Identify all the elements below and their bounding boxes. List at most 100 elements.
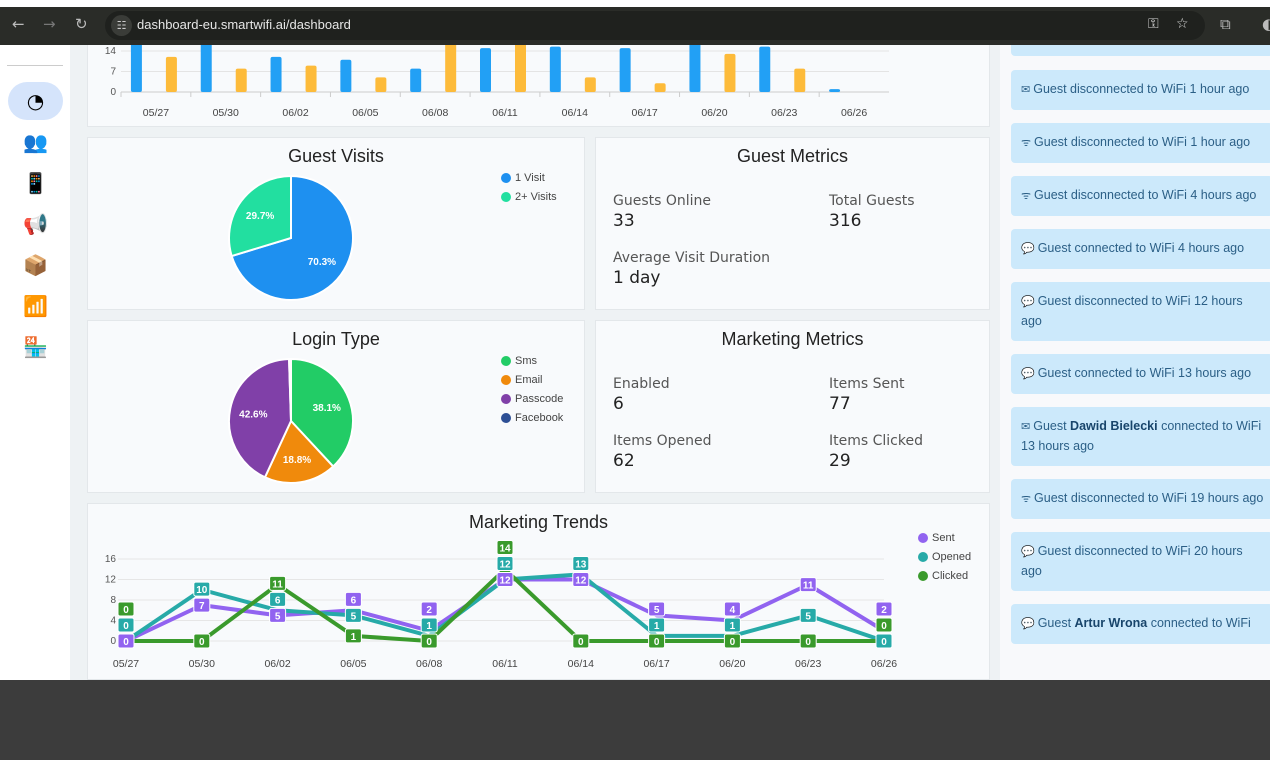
legend-swatch xyxy=(501,172,511,183)
feed-item[interactable]: 💬 Guest connected to WiFi 13 hours ago xyxy=(1011,354,1270,394)
sidebar-item-marketing[interactable]: 📢 xyxy=(8,205,63,243)
extensions-icon[interactable]: ⧉ xyxy=(1220,15,1231,33)
chat-icon: 💬 xyxy=(1021,243,1035,255)
feed-item[interactable]: 💬 Guest connected to WiFi 4 hours ago xyxy=(1011,229,1270,269)
pie-slice xyxy=(228,174,292,258)
back-icon[interactable]: ← xyxy=(12,15,25,33)
login-type-title: Login Type xyxy=(292,329,380,349)
guest-name[interactable]: Dawid Bielecki xyxy=(1070,419,1158,433)
legend-item[interactable]: Opened xyxy=(918,547,971,566)
data-label: 0 xyxy=(426,637,432,648)
data-point xyxy=(269,591,287,607)
sidebar-item-products[interactable]: 📦 xyxy=(8,246,63,284)
bar xyxy=(165,56,177,92)
data-point xyxy=(648,633,666,649)
data-label: 0 xyxy=(123,637,129,648)
chat-icon: 💬 xyxy=(1021,368,1035,380)
wifi-icon: ᯤ xyxy=(1021,493,1032,505)
x-tick-label: 06/02 xyxy=(264,658,290,670)
wifi-icon: ᯤ xyxy=(1021,190,1032,202)
data-label: 0 xyxy=(578,637,584,648)
sidebar-item-dashboard[interactable]: ◔ xyxy=(8,82,63,120)
x-tick-label: 05/30 xyxy=(213,107,239,119)
url-text[interactable]: dashboard-eu.smartwifi.ai/dashboard xyxy=(137,17,351,32)
feed-item[interactable]: 💬 Guest disconnected to WiFi 20 hours ago xyxy=(1011,532,1270,591)
bar xyxy=(480,48,491,92)
pie-value-label: 42.6% xyxy=(239,409,267,420)
feed-item[interactable]: ᯤ Guest disconnected to WiFi 4 hours ago xyxy=(1011,176,1270,216)
activity-feed[interactable]: ✉ Guest disconnected to WiFi 1 hour ago ᯤ G… xyxy=(1000,45,1270,680)
reload-icon[interactable]: ↻ xyxy=(75,15,88,33)
feed-item[interactable]: ᯤ Guest disconnected to WiFi 19 hours ago xyxy=(1011,479,1270,519)
pie-slice xyxy=(228,357,293,479)
bar xyxy=(235,68,247,92)
data-point xyxy=(420,601,438,617)
data-point xyxy=(193,597,211,613)
feed-item[interactable]: ᯤ Guest disconnected to WiFi 1 hour ago xyxy=(1011,123,1270,163)
bar xyxy=(200,45,212,92)
data-point xyxy=(344,607,362,623)
sidebar-item-portal[interactable]: 📱 xyxy=(8,164,63,202)
data-label: 14 xyxy=(499,544,511,555)
bar xyxy=(829,89,841,92)
data-point xyxy=(799,577,817,593)
data-label: 12 xyxy=(575,576,587,587)
sidebar-item-guests[interactable]: 👥 xyxy=(8,123,63,161)
data-label: 2 xyxy=(881,605,887,616)
data-label: 0 xyxy=(881,637,887,648)
data-label: 10 xyxy=(196,585,208,596)
legend-item[interactable]: Email xyxy=(501,370,563,389)
legend-swatch xyxy=(918,532,928,543)
site-settings-icon[interactable]: ☷ xyxy=(111,15,132,36)
window-top-strip xyxy=(0,0,1270,7)
data-point xyxy=(269,607,287,623)
legend-swatch xyxy=(501,393,511,404)
data-label: 0 xyxy=(805,637,811,648)
y-tick-label: 12 xyxy=(105,575,117,586)
legend-item[interactable]: 1 Visit xyxy=(501,168,557,187)
feed-text: Guest disconnected to WiFi 20 hours ago xyxy=(1021,544,1243,578)
address-bar[interactable]: ☷ dashboard-eu.smartwifi.ai/dashboard ⚿ … xyxy=(105,11,1205,40)
legend-item[interactable]: Sent xyxy=(918,528,971,547)
feed-item[interactable]: 💬 Guest disconnected to WiFi 12 hours ago xyxy=(1011,282,1270,341)
legend-item[interactable]: 2+ Visits xyxy=(501,187,557,206)
data-label: 4 xyxy=(730,605,736,616)
bar xyxy=(340,59,352,92)
y-tick-label: 4 xyxy=(110,616,116,627)
mail-icon: ✉ xyxy=(1021,84,1031,96)
bar xyxy=(445,45,457,92)
feed-item[interactable]: ✉ Guest disconnected to WiFi 1 hour ago xyxy=(1011,70,1270,110)
legend-item[interactable]: Passcode xyxy=(501,389,563,408)
sidebar-item-wifi-settings[interactable]: 📶 xyxy=(8,287,63,325)
guest-name[interactable]: Artur Wrona xyxy=(1074,616,1148,630)
profile-icon[interactable]: ◐ xyxy=(1262,15,1270,33)
x-tick-label: 05/27 xyxy=(113,658,139,670)
data-label: 1 xyxy=(426,621,432,632)
data-point xyxy=(799,633,817,649)
sidebar-item-venue-info[interactable]: 🏪 xyxy=(8,328,63,366)
feed-item[interactable]: 💬 Guest Artur Wrona connected to WiFi xyxy=(1011,604,1270,644)
legend-item[interactable]: Clicked xyxy=(918,566,971,585)
bar xyxy=(515,45,526,92)
metric-value: 62 xyxy=(613,451,635,471)
password-key-icon[interactable]: ⚿ xyxy=(1148,16,1159,32)
feed-text: Guest connected to WiFi 4 hours ago xyxy=(1037,241,1245,255)
legend-item[interactable]: Facebook xyxy=(501,408,563,427)
guest-metrics-title: Guest Metrics xyxy=(736,146,849,166)
x-tick-label: 06/23 xyxy=(795,658,821,670)
enabled-metric: Enabled 6 xyxy=(613,376,670,414)
data-label: 5 xyxy=(805,611,811,622)
bookmark-star-icon[interactable]: ☆ xyxy=(1176,16,1189,32)
y-tick-label: 0 xyxy=(110,87,116,98)
metric-label: Average Visit Duration xyxy=(613,250,771,266)
data-label: 11 xyxy=(803,581,814,592)
forward-icon[interactable]: → xyxy=(43,15,56,33)
average-visit-duration-metric: Average Visit Duration 1 day xyxy=(613,250,770,288)
guest-bar-chart: 0 7 14 05/27 05/30 06/02 06/05 06/08 06/11 06/14 0… xyxy=(105,45,889,119)
legend-label: Sms xyxy=(515,354,537,367)
bar xyxy=(549,46,561,92)
x-tick-label: 05/30 xyxy=(189,658,215,670)
legend-item[interactable]: Sms xyxy=(501,351,563,370)
feed-item[interactable]: ✉ Guest Dawid Bielecki connected to WiFi … xyxy=(1011,407,1270,466)
